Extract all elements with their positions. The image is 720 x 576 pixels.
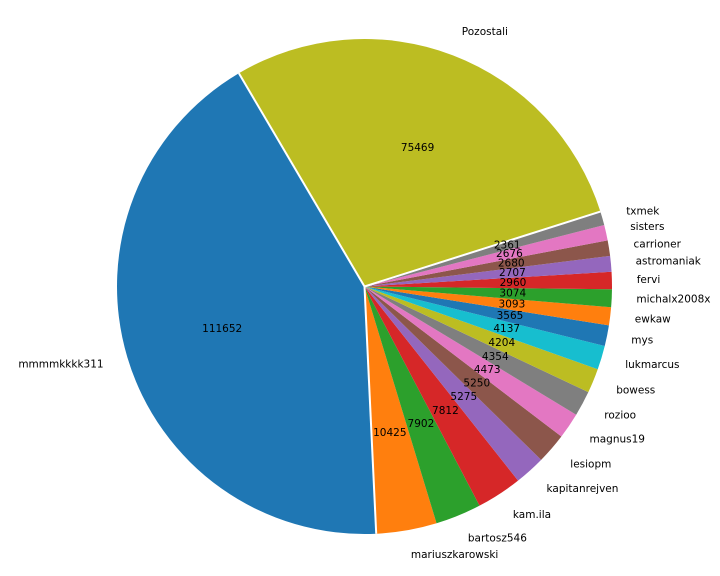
pie-slice-kapitanrejven (364, 286, 542, 481)
slice-label-lukmarcus: lukmarcus (625, 359, 679, 371)
slice-value-carrioner: 2680 (498, 258, 525, 270)
pie-slice-astromaniak (364, 255, 612, 287)
pie-slice-lesiopm (364, 286, 562, 460)
slice-label-mariuszkarowski: mariuszkarowski (411, 549, 498, 561)
slice-label-mys: mys (631, 335, 653, 347)
pie-slice-bartosz546 (364, 286, 480, 524)
slice-value-sisters: 2676 (496, 248, 523, 260)
slice-value-ewkaw: 3093 (499, 298, 526, 310)
pie-slice-Pozostali (238, 38, 601, 287)
pie-slice-mmmmkkkk311 (117, 73, 377, 534)
slice-value-kam.ila: 7812 (432, 405, 459, 417)
pie-slice-bowess (364, 286, 598, 393)
slice-label-bartosz546: bartosz546 (468, 532, 527, 544)
slice-label-txmek: txmek (626, 205, 660, 217)
pie-slice-sisters (364, 224, 608, 287)
slice-value-rozioo: 4354 (482, 351, 509, 363)
slice-value-bowess: 4204 (488, 337, 515, 349)
slice-value-mariuszkarowski: 10425 (373, 427, 406, 439)
slice-label-michalx2008x: michalx2008x (636, 294, 710, 306)
slice-value-txmek: 2361 (494, 240, 521, 252)
slice-value-Pozostali: 75469 (401, 142, 434, 154)
pie-slice-lukmarcus (364, 286, 605, 370)
slice-label-kam.ila: kam.ila (513, 509, 551, 521)
slice-value-lesiopm: 5250 (463, 378, 490, 390)
slice-separator (363, 286, 378, 534)
pie-slice-rozioo (364, 286, 589, 415)
pie-slice-mariuszkarowski (364, 286, 437, 534)
slice-label-mmmmkkkk311: mmmmkkkk311 (18, 358, 103, 370)
slice-value-michalx2008x: 3074 (499, 288, 526, 300)
slice-value-lukmarcus: 4137 (493, 323, 520, 335)
slice-label-carrioner: carrioner (634, 238, 682, 250)
slice-label-rozioo: rozioo (604, 409, 636, 421)
pie-slice-kam.ila (364, 286, 519, 506)
slice-label-lesiopm: lesiopm (570, 459, 611, 471)
slice-separator (364, 210, 601, 288)
slice-label-magnus19: magnus19 (590, 434, 645, 446)
slice-separator (238, 72, 366, 288)
pie-slice-michalx2008x (364, 286, 612, 308)
slice-label-bowess: bowess (616, 384, 655, 396)
pie-slice-magnus19 (364, 286, 577, 437)
slice-value-kapitanrejven: 5275 (450, 391, 477, 403)
slice-value-fervi: 2960 (500, 277, 527, 289)
slice-value-mys: 3565 (497, 310, 524, 322)
pie-slice-mys (364, 286, 609, 346)
pie-slice-fervi (364, 271, 612, 290)
slice-value-magnus19: 4473 (474, 364, 501, 376)
slice-value-mmmmkkkk311: 111652 (202, 323, 242, 335)
slice-label-fervi: fervi (637, 274, 661, 286)
pie-slice-carrioner (364, 240, 611, 287)
slice-label-sisters: sisters (630, 221, 664, 233)
slice-label-kapitanrejven: kapitanrejven (547, 483, 619, 495)
slice-label-ewkaw: ewkaw (635, 313, 671, 325)
pie-slice-ewkaw (364, 286, 612, 326)
slice-value-astromaniak: 2707 (499, 267, 526, 279)
slice-label-Pozostali: Pozostali (462, 26, 508, 38)
slice-value-bartosz546: 7902 (408, 418, 435, 430)
slice-label-astromaniak: astromaniak (636, 256, 702, 268)
